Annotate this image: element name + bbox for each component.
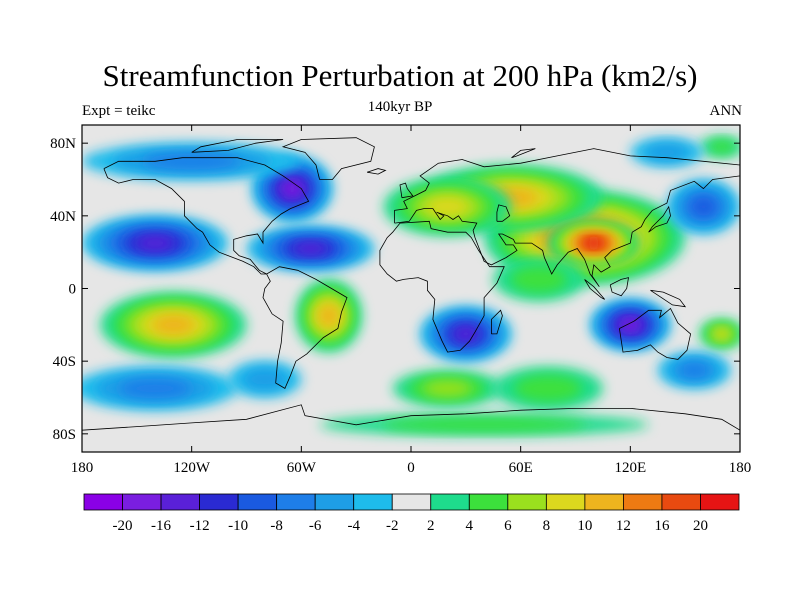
colorbar-swatch	[661, 493, 701, 511]
colorbar-label: 20	[693, 518, 708, 534]
lon-tick-label: 180	[729, 460, 752, 476]
field-pos-far-ne	[708, 140, 736, 154]
field-pos-south-america	[319, 305, 339, 327]
colorbar-swatch	[391, 493, 432, 511]
colorbar-swatch	[430, 493, 470, 511]
lon-tick-label: 0	[407, 460, 415, 476]
field-pos-antarctic	[382, 418, 586, 432]
field-neg-arctic	[142, 153, 241, 170]
colorbar-label: -8	[270, 518, 283, 534]
colorbar-label: 2	[427, 518, 435, 534]
coastline-segment	[584, 279, 606, 300]
coastlines	[82, 137, 740, 431]
field-neg-north-america	[283, 181, 301, 196]
lon-tick-label: 60W	[287, 460, 317, 476]
season-label: ANN	[709, 103, 743, 119]
lon-tick-label: 120E	[614, 460, 646, 476]
coastline-segment	[281, 137, 375, 180]
field-pos-south-indian	[514, 375, 582, 402]
lon-tick-label: 120W	[173, 460, 211, 476]
coastline-segment	[511, 148, 536, 159]
colorbar-swatch	[276, 493, 316, 511]
lat-tick-label: 40S	[53, 354, 76, 370]
colorbar-swatch	[160, 493, 200, 511]
colorbar-label: 6	[504, 518, 512, 534]
field-neg-west-pacific	[690, 197, 717, 217]
field-neg-australia	[621, 319, 639, 331]
colorbar-label: -20	[113, 518, 133, 534]
coastline-segment	[496, 204, 511, 222]
period-label: 140kyr BP	[367, 99, 433, 115]
latitude-axis: 80N 40N 0 40S 80S	[50, 136, 740, 443]
colorbar-swatch	[507, 493, 547, 511]
contour-fields	[82, 135, 740, 436]
colorbar-swatch	[314, 493, 355, 511]
colorbar-swatch	[468, 493, 509, 511]
longitude-axis: 180 120W 60W 0 60E 120E 180	[71, 125, 752, 476]
field-pos-south-atlantic	[423, 380, 472, 397]
colorbar-swatch	[623, 493, 663, 511]
colorbar-swatch	[83, 493, 123, 511]
coastline-segment	[191, 139, 284, 153]
colorbar-swatch	[122, 493, 162, 511]
coastline-segment	[650, 289, 687, 308]
coastline-segment	[366, 168, 387, 175]
colorbar-label: 8	[543, 518, 551, 534]
colorbar-swatch	[700, 493, 740, 511]
field-pos-south-pacific	[152, 315, 195, 335]
field-pos-far-se	[714, 328, 730, 339]
colorbar-label: -4	[347, 518, 360, 534]
experiment-label: Expt = teikc	[82, 103, 156, 119]
coastline-segment	[103, 157, 310, 275]
field-neg-south-pacific	[118, 378, 192, 399]
field-neg-indian	[678, 362, 711, 379]
colorbar-label: -6	[309, 518, 322, 534]
colorbar-label: 10	[577, 518, 592, 534]
colorbar-label: -2	[386, 518, 399, 534]
colorbar-swatch	[584, 493, 624, 511]
lon-tick-label: 60E	[509, 460, 533, 476]
coastline-segment	[82, 404, 740, 431]
coastline-segment	[379, 220, 505, 353]
map-title: Streamfunction Perturbation at 200 hPa (…	[102, 58, 698, 93]
colorbar-swatch	[353, 493, 393, 511]
colorbar-swatch	[199, 493, 239, 511]
plot-area	[82, 125, 740, 452]
field-neg-siberia	[644, 143, 690, 162]
colorbar-label: -10	[228, 518, 248, 534]
colorbar-label: 4	[466, 518, 474, 534]
colorbar-label: 12	[616, 518, 631, 534]
field-pos-tibet-core	[585, 239, 603, 248]
lat-tick-label: 80S	[53, 427, 76, 443]
field-pos-europe	[425, 196, 470, 217]
coastline-segment	[491, 309, 503, 335]
coastline-segment	[648, 205, 671, 233]
field-neg-pacific-se	[242, 368, 288, 391]
colorbar-label: -12	[190, 518, 210, 534]
colorbar: -20 -16 -12 -10 -8 -6 -4 -2 2 4 6 8 10 12 16 20	[83, 493, 740, 534]
colorbar-label: -16	[151, 518, 171, 534]
coastline-segment	[609, 277, 629, 297]
field-neg-africa-south	[454, 327, 477, 341]
lat-tick-label: 0	[69, 282, 77, 298]
coastline-segment	[619, 307, 692, 360]
colorbar-swatch	[545, 493, 586, 511]
colorbar-label: 16	[654, 518, 670, 534]
coastline-segment	[394, 148, 740, 287]
field-neg-pacific-n	[137, 236, 173, 250]
lon-tick-label: 180	[71, 460, 94, 476]
lat-tick-label: 40N	[50, 209, 76, 225]
lat-tick-label: 80N	[50, 136, 76, 152]
coastline-segment	[262, 266, 348, 389]
field-pos-india	[510, 266, 568, 293]
colorbar-swatch	[237, 493, 278, 511]
field-neg-atlantic	[294, 243, 326, 254]
coastline-segment	[399, 182, 414, 199]
